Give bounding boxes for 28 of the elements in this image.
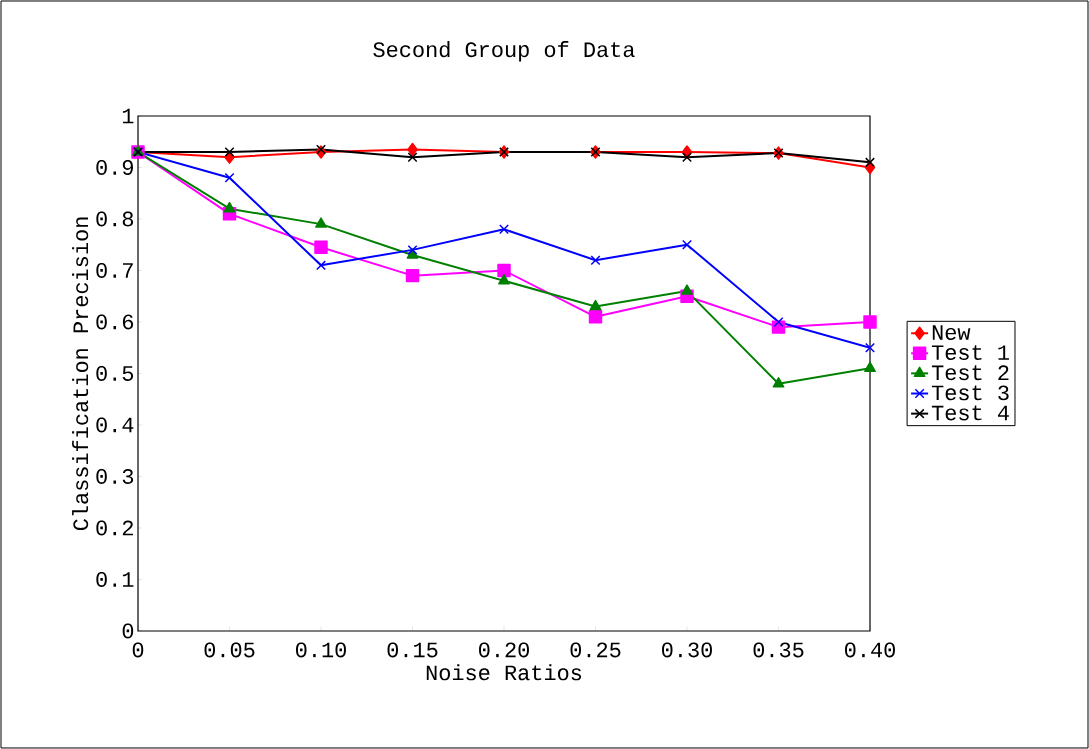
y-tick-label: 0.6 xyxy=(96,314,134,330)
legend-label: Test 4 xyxy=(931,405,1009,421)
y-tick-label: 0.8 xyxy=(96,211,134,227)
y-tick-label: 0.9 xyxy=(96,160,133,175)
y-tick-label: 0.1 xyxy=(96,572,134,587)
x-tick-label: 0.40 xyxy=(845,642,895,658)
legend-label: Test 1 xyxy=(931,345,1009,361)
y-tick-label: 0.5 xyxy=(96,366,134,381)
y-tick-label: 0.2 xyxy=(96,520,133,536)
x-tick-label: 0.35 xyxy=(753,642,804,658)
legend-label: Test 2 xyxy=(931,365,1009,381)
x-tick-label: 0.10 xyxy=(296,642,346,658)
x-tick-label: 0.30 xyxy=(662,642,712,658)
x-tick-label: 0.05 xyxy=(204,642,255,658)
legend-label: Test 3 xyxy=(931,385,1009,401)
y-tick-label: 0.3 xyxy=(96,469,134,484)
y-tick-label: 0 xyxy=(122,623,134,639)
y-tick-label: 0.7 xyxy=(96,263,133,278)
y-axis-title: Classification Precision xyxy=(72,217,89,531)
y-tick-label: 1 xyxy=(122,108,134,124)
x-axis-title: Noise Ratios xyxy=(426,664,582,681)
x-tick-label: 0.15 xyxy=(387,642,438,658)
legend-label: New xyxy=(932,325,971,340)
chart-title: Second Group of Data xyxy=(373,41,635,62)
y-tick-label: 0.4 xyxy=(96,417,134,433)
x-tick-label: 0.25 xyxy=(570,642,621,658)
x-tick-label: 0.20 xyxy=(479,642,529,658)
x-tick-label: 0 xyxy=(132,642,144,658)
